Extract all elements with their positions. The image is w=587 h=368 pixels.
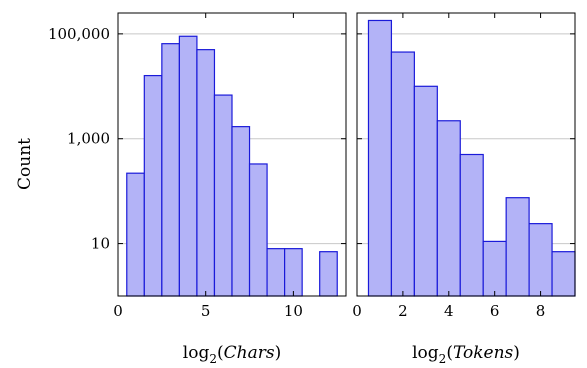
- chars-histogram-bar: [266, 248, 286, 297]
- chars-histogram-bar: [319, 251, 338, 297]
- tokens-x-tick-label: 8: [536, 302, 546, 320]
- tokens-histogram-bar: [413, 85, 438, 297]
- tokens-histogram-bar: [528, 223, 553, 297]
- tokens-x-tick-label: 2: [398, 302, 408, 320]
- chars-plot-frame: [117, 12, 347, 297]
- chars-histogram-bar: [143, 74, 163, 297]
- chars-histogram-bar: [178, 35, 198, 297]
- y-axis-label: Count: [15, 138, 35, 190]
- tokens-histogram-bar: [367, 19, 393, 297]
- tokens-plot-frame: [356, 12, 576, 297]
- tokens-x-axis-label: log2(Tokens): [412, 343, 520, 366]
- tokens-x-tick-label: 0: [352, 302, 362, 320]
- tokens-histogram-bar: [482, 240, 507, 297]
- chars-y-tick-label: 1,000: [67, 130, 110, 148]
- tokens-histogram-bar: [436, 120, 461, 297]
- chars-y-tick-label: 10: [91, 235, 110, 253]
- tokens-histogram-bar: [390, 51, 415, 297]
- tokens-x-tick-label: 4: [444, 302, 454, 320]
- chars-histogram-bar: [213, 94, 233, 297]
- chars-y-tick-label: 100,000: [48, 25, 110, 43]
- tokens-histogram-bar: [551, 251, 576, 297]
- chars-x-tick-label: 10: [284, 302, 303, 320]
- tokens-x-tick-label: 6: [490, 302, 500, 320]
- chars-x-tick-label: 0: [113, 302, 123, 320]
- chars-histogram-bar: [126, 172, 145, 297]
- chars-histogram-bar: [248, 163, 268, 297]
- chars-histogram-panel: 100,000 1,000 10 0 5 10 log2(Chars): [48, 12, 347, 366]
- tokens-histogram-bar: [459, 153, 484, 297]
- chars-x-tick-label: 5: [201, 302, 211, 320]
- chars-histogram-bar: [284, 248, 303, 297]
- tokens-histogram-panel: 0 2 4 6 8 log2(Tokens): [352, 12, 576, 366]
- chars-histogram-bar: [196, 49, 216, 297]
- chars-histogram-bar: [231, 126, 251, 297]
- chars-x-axis-label: log2(Chars): [183, 343, 281, 366]
- tokens-histogram-bar: [505, 197, 530, 297]
- chars-histogram-bar: [161, 43, 180, 297]
